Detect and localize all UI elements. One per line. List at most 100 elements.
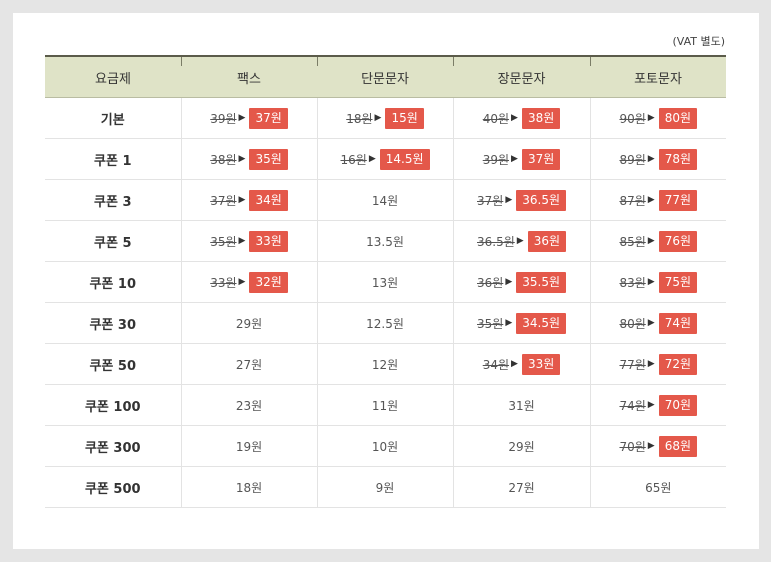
old-price: 35원 [210, 234, 237, 249]
arrow-right-icon: ▶ [238, 277, 246, 287]
old-price: 85원 [619, 234, 646, 249]
new-price-badge: 33원 [521, 353, 561, 375]
discount-price: 37원 ▶ 34원 [210, 189, 288, 211]
old-price: 16원 [340, 152, 367, 167]
discount-price: 74원 ▶ 70원 [619, 394, 698, 416]
price-cell-fax: 39원 ▶ 37원 [180, 97, 317, 139]
new-price-badge: 68원 [658, 435, 698, 457]
plan-name: 쿠폰 3 [45, 179, 181, 221]
price-value: 18원 [235, 480, 263, 495]
header-sms: 단문문자 [317, 55, 453, 98]
new-price-badge: 34.5원 [516, 312, 566, 334]
discount-price: 70원 ▶ 68원 [619, 435, 698, 457]
discount-price: 18원 ▶ 15원 [346, 107, 424, 129]
arrow-right-icon: ▶ [505, 277, 513, 287]
price-cell-fax: 29원 [180, 302, 317, 344]
price-value: 9원 [375, 480, 395, 495]
old-price: 33원 [210, 275, 237, 290]
header-lms: 장문문자 [453, 55, 590, 98]
old-price: 90원 [619, 111, 646, 126]
old-price: 40원 [482, 111, 510, 126]
table-header-row: 요금제 팩스 단문문자 장문문자 포토문자 [45, 55, 726, 98]
price-value: 27원 [235, 357, 263, 372]
old-price: 36.5원 [477, 234, 515, 249]
arrow-right-icon: ▶ [647, 113, 655, 123]
price-cell-fax: 38원 ▶ 35원 [180, 138, 317, 180]
price-value: 13원 [371, 275, 399, 290]
old-price: 18원 [346, 111, 373, 126]
new-price-badge: 72원 [658, 353, 698, 375]
price-cell-sms: 10원 [316, 425, 453, 467]
plan-name: 쿠폰 100 [45, 384, 181, 426]
price-cell-fax: 37원 ▶ 34원 [180, 179, 317, 221]
new-price-badge: 15원 [385, 107, 424, 129]
price-cell-fax: 27원 [180, 343, 317, 385]
table-row: 쿠폰 3 37원 ▶ 34원 14원 37원 ▶ 36.5원 87원 ▶ 77원 [45, 179, 726, 221]
old-price: 39원 [482, 152, 510, 167]
price-cell-mms: 87원 ▶ 77원 [589, 179, 726, 221]
new-price-badge: 78원 [658, 148, 698, 170]
arrow-right-icon: ▶ [238, 113, 246, 123]
table-row: 쿠폰 30 29원 12.5원 35원 ▶ 34.5원 80원 ▶ 74원 [45, 302, 726, 344]
discount-price: 16원 ▶ 14.5원 [340, 148, 430, 170]
new-price-badge: 32원 [249, 271, 288, 293]
price-cell-mms: 83원 ▶ 75원 [589, 261, 726, 303]
price-cell-sms: 18원 ▶ 15원 [316, 97, 453, 139]
price-cell-lms: 36원 ▶ 35.5원 [452, 261, 590, 303]
price-cell-fax: 19원 [180, 425, 317, 467]
discount-price: 34원 ▶ 33원 [482, 353, 561, 375]
header-plan: 요금제 [45, 55, 181, 98]
price-cell-sms: 13.5원 [316, 220, 453, 262]
price-value: 12원 [371, 357, 399, 372]
arrow-right-icon: ▶ [647, 318, 655, 328]
table-row: 쿠폰 5 35원 ▶ 33원 13.5원 36.5원 ▶ 36원 85원 ▶ 76원 [45, 220, 726, 262]
plan-name: 쿠폰 1 [45, 138, 181, 180]
old-price: 37원 [210, 193, 237, 208]
plan-name: 쿠폰 300 [45, 425, 181, 467]
price-cell-sms: 12원 [316, 343, 453, 385]
price-cell-mms: 77원 ▶ 72원 [589, 343, 726, 385]
arrow-right-icon: ▶ [647, 441, 655, 451]
arrow-right-icon: ▶ [238, 195, 246, 205]
price-cell-mms: 70원 ▶ 68원 [589, 425, 726, 467]
price-cell-lms: 35원 ▶ 34.5원 [452, 302, 590, 344]
price-value: 12.5원 [366, 316, 404, 331]
new-price-badge: 37원 [521, 148, 561, 170]
arrow-right-icon: ▶ [516, 236, 524, 246]
old-price: 89원 [619, 152, 646, 167]
discount-price: 36.5원 ▶ 36원 [477, 230, 566, 252]
arrow-right-icon: ▶ [238, 236, 246, 246]
arrow-right-icon: ▶ [511, 154, 518, 164]
old-price: 74원 [619, 398, 646, 413]
price-value: 19원 [235, 439, 263, 454]
new-price-badge: 36.5원 [516, 189, 566, 211]
discount-price: 85원 ▶ 76원 [619, 230, 698, 252]
price-value: 65원 [645, 480, 672, 495]
arrow-right-icon: ▶ [505, 318, 513, 328]
arrow-right-icon: ▶ [647, 195, 655, 205]
table-row: 쿠폰 50 27원 12원 34원 ▶ 33원 77원 ▶ 72원 [45, 343, 726, 385]
old-price: 77원 [619, 357, 646, 372]
old-price: 38원 [210, 152, 237, 167]
arrow-right-icon: ▶ [374, 113, 382, 123]
price-cell-sms: 16원 ▶ 14.5원 [316, 138, 453, 180]
table-row: 쿠폰 1 38원 ▶ 35원 16원 ▶ 14.5원 39원 ▶ 37원 89원 ▶ 78원 [45, 138, 726, 180]
discount-price: 39원 ▶ 37원 [210, 107, 288, 129]
price-value: 29원 [235, 316, 263, 331]
price-cell-sms: 13원 [316, 261, 453, 303]
discount-price: 35원 ▶ 34.5원 [477, 312, 566, 334]
discount-price: 77원 ▶ 72원 [619, 353, 698, 375]
price-cell-lms: 36.5원 ▶ 36원 [452, 220, 590, 262]
price-cell-mms: 85원 ▶ 76원 [589, 220, 726, 262]
old-price: 39원 [210, 111, 237, 126]
price-cell-mms: 74원 ▶ 70원 [589, 384, 726, 426]
pricing-panel: (VAT 별도) 요금제 팩스 단문문자 장문문자 포토문자 기본 39원 ▶ 37원… [13, 13, 759, 549]
old-price: 34원 [482, 357, 510, 372]
arrow-right-icon: ▶ [647, 359, 655, 369]
discount-price: 83원 ▶ 75원 [619, 271, 698, 293]
price-cell-lms: 37원 ▶ 36.5원 [452, 179, 590, 221]
price-cell-mms: 90원 ▶ 80원 [589, 97, 726, 139]
pricing-table-body: 기본 39원 ▶ 37원 18원 ▶ 15원 40원 ▶ 38원 90원 ▶ 80원 쿠폰 1 38원 ▶ 35… [45, 97, 726, 508]
price-cell-fax: 23원 [180, 384, 317, 426]
new-price-badge: 34원 [249, 189, 288, 211]
